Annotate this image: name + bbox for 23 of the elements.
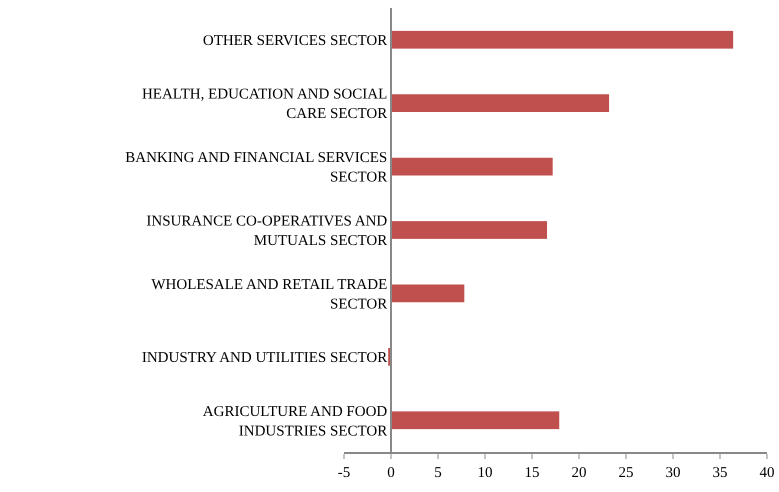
bar (391, 411, 560, 430)
bar (391, 221, 548, 239)
x-tick-label: 40 (760, 464, 774, 481)
x-tick-label: 25 (618, 464, 634, 481)
bar (391, 94, 610, 112)
x-tick-label: 35 (712, 464, 728, 481)
x-tick-label: 15 (524, 464, 540, 481)
bar (391, 284, 464, 302)
y-tick-label: INSURANCE CO-OPERATIVES AND MUTUALS SECTOR (146, 214, 388, 249)
bar (391, 158, 553, 176)
x-tick-label: 0 (387, 464, 395, 481)
x-tick-label: 5 (434, 464, 442, 481)
x-tick-label: -5 (338, 464, 350, 481)
x-tick-label: 30 (666, 464, 680, 481)
y-tick-label: INDUSTRY AND UTILITIES SECTOR (142, 350, 388, 366)
x-tick-label: 10 (478, 464, 492, 481)
y-tick-label: HEALTH, EDUCATION AND SOCIAL CARE SECTOR (142, 86, 388, 122)
bar (391, 30, 734, 49)
y-tick-label: WHOLESALE AND RETAIL TRADE SECTOR (151, 276, 388, 312)
x-tick-label: 20 (572, 464, 586, 481)
y-tick-label: AGRICULTURE AND FOOD INDUSTRIES SECTOR (202, 404, 388, 440)
y-tick-label: BANKING AND FINANCIAL SERVICES SECTOR (125, 150, 388, 186)
y-tick-label: OTHER SERVICES SECTOR (202, 32, 388, 49)
